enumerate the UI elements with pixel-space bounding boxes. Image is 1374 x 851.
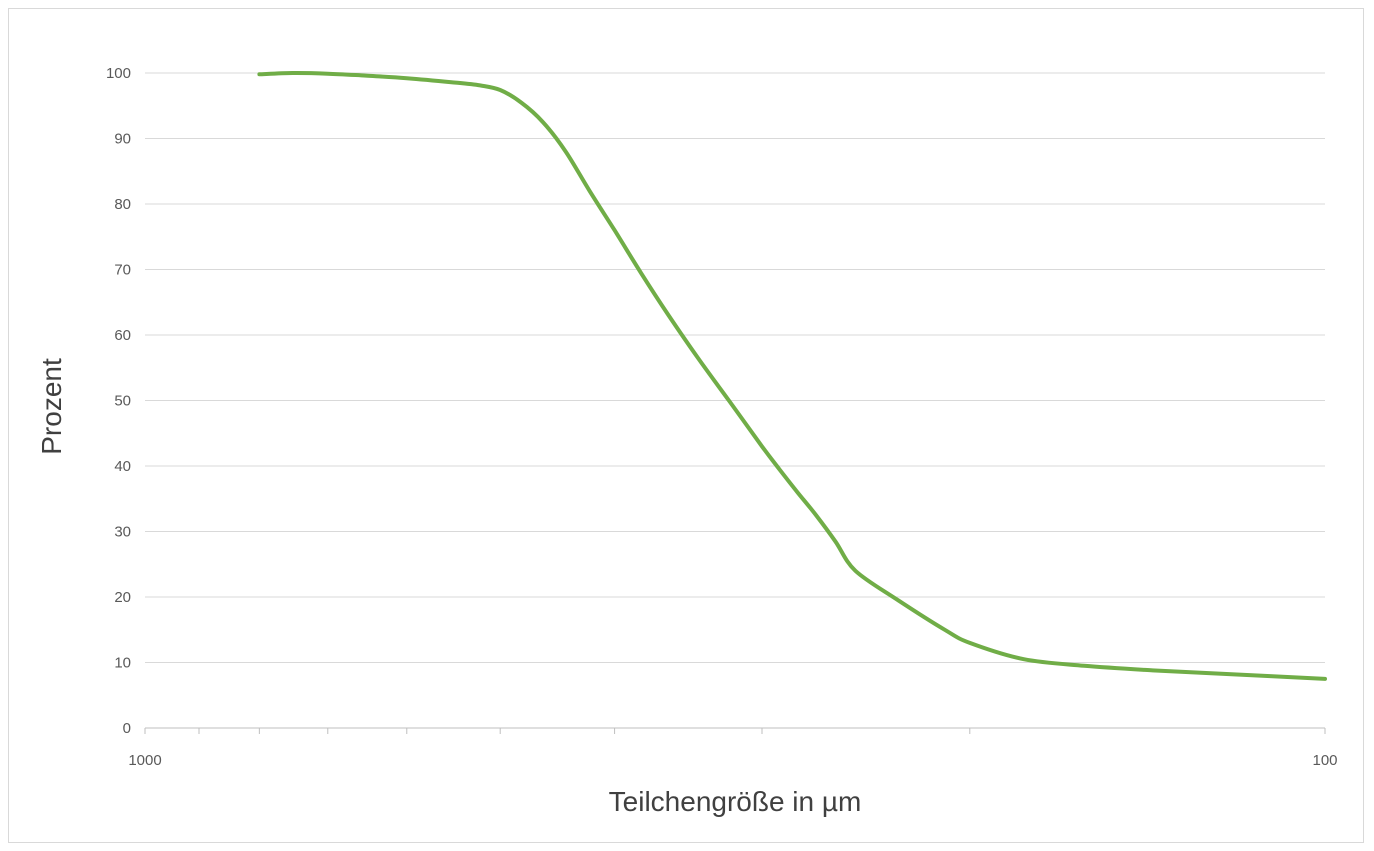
x-axis-tick-labels: 1000 100 bbox=[128, 752, 1337, 769]
y-tick-label: 30 bbox=[114, 524, 131, 541]
series-layer bbox=[257, 70, 1327, 681]
y-tick-label: 80 bbox=[114, 196, 131, 213]
x-tick-label: 100 bbox=[1312, 752, 1337, 769]
y-tick-label: 40 bbox=[114, 458, 131, 475]
y-axis-title: Prozent bbox=[36, 358, 67, 455]
y-tick-label: 0 bbox=[123, 720, 131, 737]
y-tick-label: 90 bbox=[114, 131, 131, 148]
y-tick-label: 100 bbox=[106, 65, 131, 82]
y-tick-label: 10 bbox=[114, 655, 131, 672]
chart-area: 0 10 20 30 40 50 60 70 80 90 100 1000 100 Teilcheng… bbox=[8, 8, 1364, 843]
y-tick-label: 20 bbox=[114, 589, 131, 606]
x-axis bbox=[144, 727, 1326, 734]
y-tick-label: 60 bbox=[114, 327, 131, 344]
y-tick-label: 70 bbox=[114, 262, 131, 279]
x-tick-label: 1000 bbox=[128, 752, 161, 769]
series-line bbox=[257, 70, 1327, 681]
x-axis-title: Teilchengröße in µm bbox=[609, 786, 862, 817]
gridlines bbox=[145, 72, 1325, 663]
y-axis-tick-labels: 0 10 20 30 40 50 60 70 80 90 100 bbox=[106, 65, 131, 737]
line-chart: 0 10 20 30 40 50 60 70 80 90 100 1000 100 Teilcheng… bbox=[36, 65, 1338, 817]
y-tick-label: 50 bbox=[114, 393, 131, 410]
